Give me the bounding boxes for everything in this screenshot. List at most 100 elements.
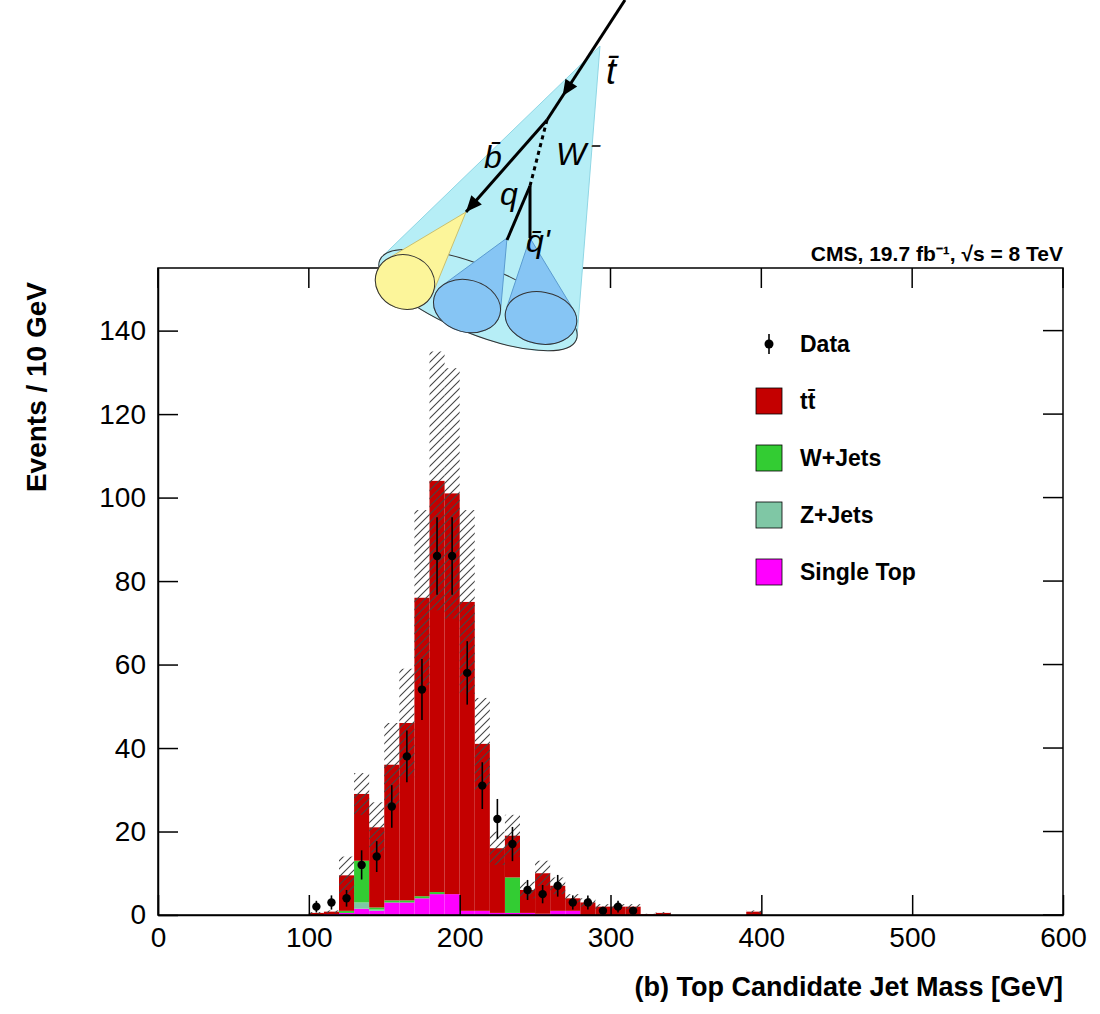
- uncertainty-bin: [746, 910, 761, 913]
- y-tick-label: 120: [99, 399, 146, 430]
- histogram-bar: [505, 877, 520, 912]
- data-point: [523, 886, 531, 894]
- data-point: [403, 752, 411, 760]
- y-tick-mark: [158, 664, 178, 666]
- data-point: [312, 902, 320, 910]
- top-line: [547, 0, 625, 120]
- x-tick-mark-top: [308, 268, 310, 288]
- y-tick-mark-right: [1043, 664, 1063, 666]
- y-tick: 120: [99, 399, 178, 430]
- data-point: [493, 815, 501, 823]
- inset-label: q: [500, 176, 518, 212]
- y-tick-mark: [158, 414, 178, 416]
- data-point: [538, 890, 546, 898]
- mirror-ticks: [158, 268, 1063, 915]
- histogram-bar: [369, 907, 384, 909]
- y-tick-mark-right: [1043, 914, 1063, 916]
- x-tick-label: 0: [151, 922, 167, 953]
- chart-root: 0100200300400500600020406080100120140(b)…: [0, 0, 1100, 1014]
- legend-item: Single Top: [756, 559, 916, 585]
- main-cone-base: [367, 229, 589, 371]
- x-tick-label: 600: [1040, 922, 1087, 953]
- y-tick-mark-right: [1043, 831, 1063, 833]
- histogram-bar: [399, 902, 414, 915]
- y-tick-mark-right: [1043, 497, 1063, 499]
- x-tick-mark: [610, 895, 612, 915]
- b-arrow: [466, 195, 482, 212]
- q-cone: [427, 238, 507, 340]
- q-cone-base: [427, 272, 506, 340]
- y-tick-mark: [158, 831, 178, 833]
- y-axis-title: Events / 10 GeV: [21, 282, 52, 492]
- y-tick-mark: [158, 330, 178, 332]
- y-axis: 020406080100120140: [99, 269, 178, 931]
- legend-swatch: [756, 388, 782, 414]
- y-tick-mark-right: [1043, 413, 1063, 415]
- y-tick: 40: [115, 732, 178, 763]
- legend-item: Z+Jets: [756, 502, 874, 528]
- histogram-bar: [430, 894, 445, 915]
- data-point: [584, 898, 592, 906]
- x-tick: 200: [437, 895, 484, 953]
- plot-marks: [309, 351, 761, 915]
- x-tick-mark: [459, 895, 461, 915]
- data-point: [327, 898, 335, 906]
- histogram-bar: [399, 900, 414, 902]
- uncertainty-bin: [656, 912, 671, 914]
- data-point: [614, 902, 622, 910]
- data-point: [433, 552, 441, 560]
- uncertainty-bin: [445, 368, 460, 618]
- x-tick: 400: [738, 895, 785, 953]
- data-point: [373, 852, 381, 860]
- data-point: [357, 861, 365, 869]
- x-tick-mark-top: [1062, 268, 1064, 288]
- x-tick-label: 300: [588, 922, 635, 953]
- y-tick: 100: [99, 482, 178, 513]
- data-points: [312, 517, 637, 915]
- legend: Data tt̄ W+Jets Z+Jets Single Top: [756, 331, 916, 585]
- x-tick-label: 500: [889, 922, 936, 953]
- legend-item: Data: [765, 331, 851, 357]
- histogram-bar: [414, 898, 429, 915]
- uncertainty-bin: [535, 861, 550, 886]
- data-point: [629, 907, 637, 915]
- b-cone-base: [368, 246, 443, 317]
- y-tick-mark-right: [1043, 330, 1063, 332]
- x-axis-title: (b) Top Candidate Jet Mass [GeV]: [634, 972, 1063, 1002]
- y-tick-label: 100: [99, 482, 146, 513]
- y-tick: 0: [130, 899, 178, 930]
- y-tick-mark-right: [1043, 747, 1063, 749]
- legend-label: Z+Jets: [800, 502, 874, 528]
- inset-label: q̄': [526, 223, 552, 259]
- x-tick-mark: [309, 895, 311, 915]
- legend-item: tt̄: [756, 388, 816, 414]
- b-line: [466, 120, 547, 212]
- legend-label: Data: [800, 331, 850, 357]
- y-tick-mark: [158, 915, 178, 917]
- histogram-bar: [354, 861, 369, 903]
- inset-label: t̄: [606, 51, 620, 92]
- x-tick-mark-top: [157, 268, 159, 288]
- inset-diagram: t̄b̄W⁻qq̄': [367, 0, 625, 371]
- legend-label: Single Top: [800, 559, 916, 585]
- x-tick-mark: [1063, 895, 1065, 915]
- y-tick-mark-right: [1043, 580, 1063, 582]
- data-point: [554, 882, 562, 890]
- uncertainty-bin: [580, 898, 595, 906]
- data-point: [418, 685, 426, 693]
- histogram-bar: [430, 892, 445, 894]
- legend-marker: [765, 340, 774, 349]
- y-tick-mark: [158, 581, 178, 583]
- top-arrow: [563, 79, 578, 96]
- y-tick-label: 140: [99, 315, 146, 346]
- legend-item: W+Jets: [756, 445, 881, 471]
- y-tick-label: 40: [115, 732, 146, 763]
- uncertainty-bin: [354, 773, 369, 815]
- histogram-bar: [445, 894, 460, 915]
- y-tick-mark: [158, 497, 178, 499]
- data-point: [569, 898, 577, 906]
- x-tick: 300: [588, 895, 635, 953]
- x-tick: 100: [286, 895, 333, 953]
- y-tick: 60: [115, 649, 178, 680]
- x-tick-label: 400: [738, 922, 785, 953]
